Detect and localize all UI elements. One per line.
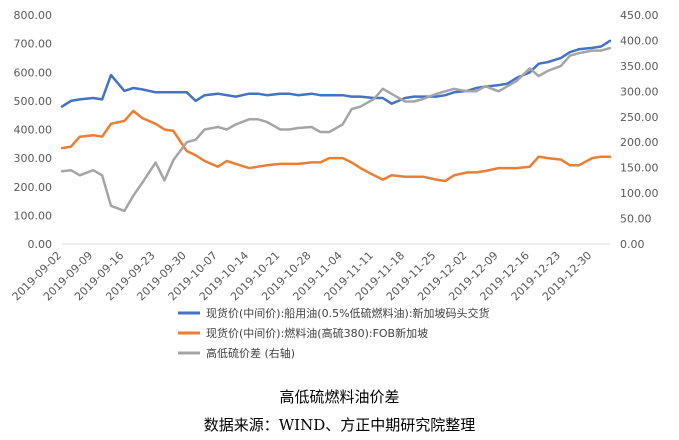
- figure-source: 数据来源：WIND、方正中期研究院整理: [203, 416, 476, 434]
- left-y-tick-label: 300.00: [14, 152, 53, 165]
- line-chart: 0.00 100.00 200.00 300.00 400.00 500.00 600.00…: [10, 9, 659, 360]
- series-layer: [60, 39, 612, 213]
- right-y-tick-label: 50.00: [620, 213, 652, 226]
- legend-label-1: 现货价(中间价):船用油(0.5%低硫燃料油):新加坡码头交货: [206, 306, 490, 320]
- legend-label-2: 现货价(中间价):燃料油(高硫380):FOB新加坡: [206, 326, 428, 340]
- left-y-tick-label: 500.00: [14, 95, 53, 108]
- right-y-tick-label: 250.00: [620, 111, 659, 124]
- left-y-axis: 0.00 100.00 200.00 300.00 400.00 500.00 600.00…: [14, 9, 53, 251]
- right-y-axis: 0.00 50.00 100.00 150.00 200.00 250.00 300.00 3…: [620, 9, 659, 251]
- legend: 现货价(中间价):船用油(0.5%低硫燃料油):新加坡码头交货现货价(中间价):…: [178, 306, 490, 360]
- left-y-tick-label: 600.00: [14, 66, 53, 79]
- series-line-2: [60, 109, 612, 183]
- series-line-1: [60, 39, 612, 108]
- right-y-tick-label: 350.00: [620, 60, 659, 73]
- right-y-tick-label: 150.00: [620, 162, 659, 175]
- right-y-tick-label: 0.00: [620, 238, 645, 251]
- figure-title: 高低硫燃料油价差: [279, 388, 400, 406]
- right-y-tick-label: 100.00: [620, 187, 659, 200]
- right-y-tick-label: 450.00: [620, 9, 659, 22]
- left-y-tick-label: 400.00: [14, 124, 53, 137]
- right-y-tick-label: 300.00: [620, 85, 659, 98]
- left-y-tick-label: 0.00: [28, 238, 53, 251]
- left-y-tick-label: 200.00: [14, 181, 53, 194]
- right-y-tick-label: 400.00: [620, 34, 659, 47]
- left-y-tick-label: 800.00: [14, 9, 53, 22]
- x-axis: 2019-09-022019-09-092019-09-162019-09-23…: [10, 249, 595, 303]
- legend-label-3: 高低硫价差 (右轴): [206, 346, 295, 360]
- right-y-tick-label: 200.00: [620, 136, 659, 149]
- left-y-tick-label: 700.00: [14, 38, 53, 51]
- series-line-3: [60, 46, 612, 213]
- left-y-tick-label: 100.00: [14, 209, 53, 222]
